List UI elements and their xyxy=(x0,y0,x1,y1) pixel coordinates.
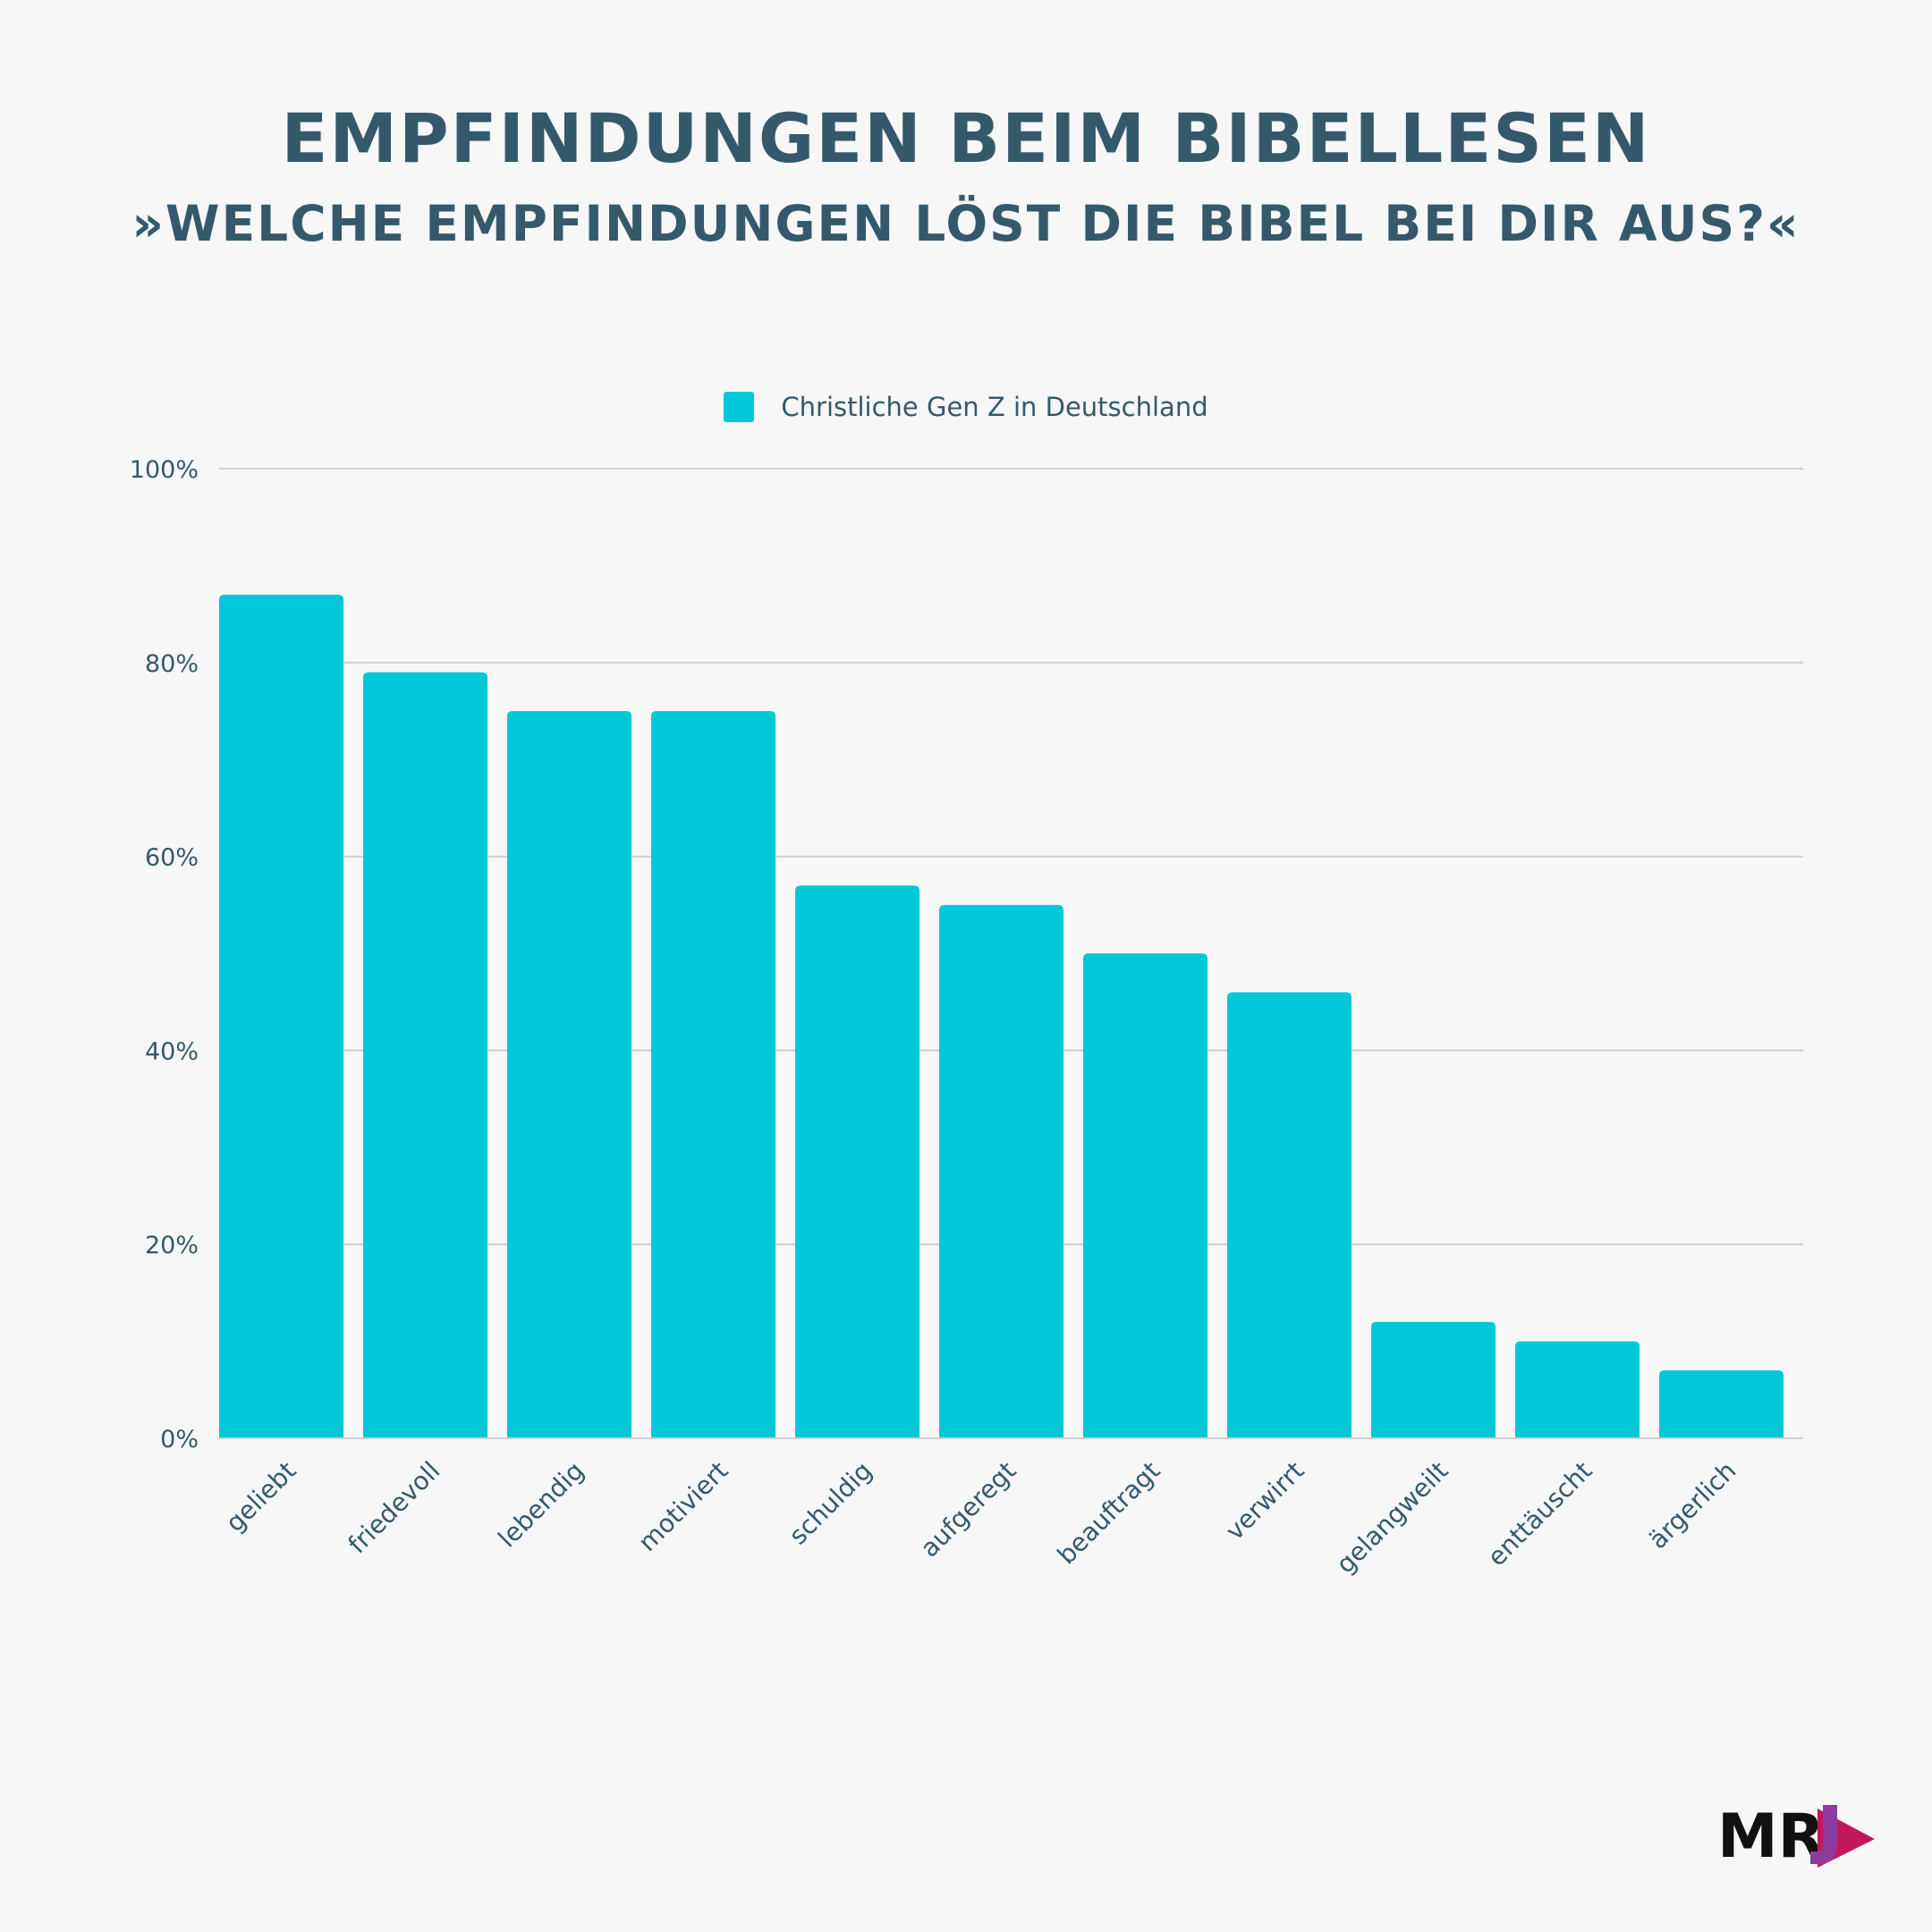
x-category-label: motiviert xyxy=(632,1456,733,1557)
x-category-label: beauftragt xyxy=(1052,1456,1166,1571)
bar-chart: 0% 20% 40% 60% 80% 100% geliebt friedevoll leben… xyxy=(130,456,1803,1580)
y-tick-label: 100% xyxy=(130,456,199,484)
bar-lebendig xyxy=(507,711,631,1438)
bar-verwirrt xyxy=(1227,992,1352,1438)
x-category-label: geliebt xyxy=(220,1456,302,1538)
bar-friedevoll xyxy=(363,672,487,1438)
bar-gelangweilt xyxy=(1371,1321,1496,1438)
legend: Christliche Gen Z in Deutschland xyxy=(0,392,1932,422)
y-tick-label: 0% xyxy=(160,1426,199,1453)
chart-subtitle: »WELCHE EMPFINDUNGEN LÖST DIE BIBEL BEI … xyxy=(131,195,1801,252)
x-category-label: enttäuscht xyxy=(1482,1456,1598,1572)
bar-motiviert xyxy=(651,711,775,1438)
legend-swatch xyxy=(724,392,755,422)
x-category-label: friedevoll xyxy=(343,1456,446,1560)
y-tick-label: 40% xyxy=(145,1038,199,1065)
x-category-label: gelangweilt xyxy=(1330,1456,1453,1580)
x-category-label: schuldig xyxy=(784,1456,878,1551)
bar-enttäuscht xyxy=(1515,1341,1640,1438)
x-category-label: aufgeregt xyxy=(914,1456,1021,1563)
x-category-label: lebendig xyxy=(493,1456,590,1554)
chart-title: EMPFINDUNGEN BEIM BIBELLESEN xyxy=(281,98,1651,178)
bar-beauftragt xyxy=(1083,953,1208,1438)
bar-aufgeregt xyxy=(939,904,1063,1438)
logo-text: MR xyxy=(1717,1801,1825,1868)
x-category-label: verwirrt xyxy=(1220,1456,1310,1546)
bar-schuldig xyxy=(795,886,919,1438)
y-tick-label: 80% xyxy=(145,650,199,678)
y-tick-label: 60% xyxy=(145,844,199,872)
bar-ärgerlich xyxy=(1659,1370,1784,1438)
logo-j-play-icon xyxy=(1810,1805,1875,1868)
legend-label: Christliche Gen Z in Deutschland xyxy=(781,392,1208,422)
mrj-logo: MR xyxy=(1717,1801,1875,1868)
bar-geliebt xyxy=(219,594,343,1438)
y-tick-label: 20% xyxy=(145,1232,199,1259)
x-category-label: ärgerlich xyxy=(1643,1456,1742,1555)
